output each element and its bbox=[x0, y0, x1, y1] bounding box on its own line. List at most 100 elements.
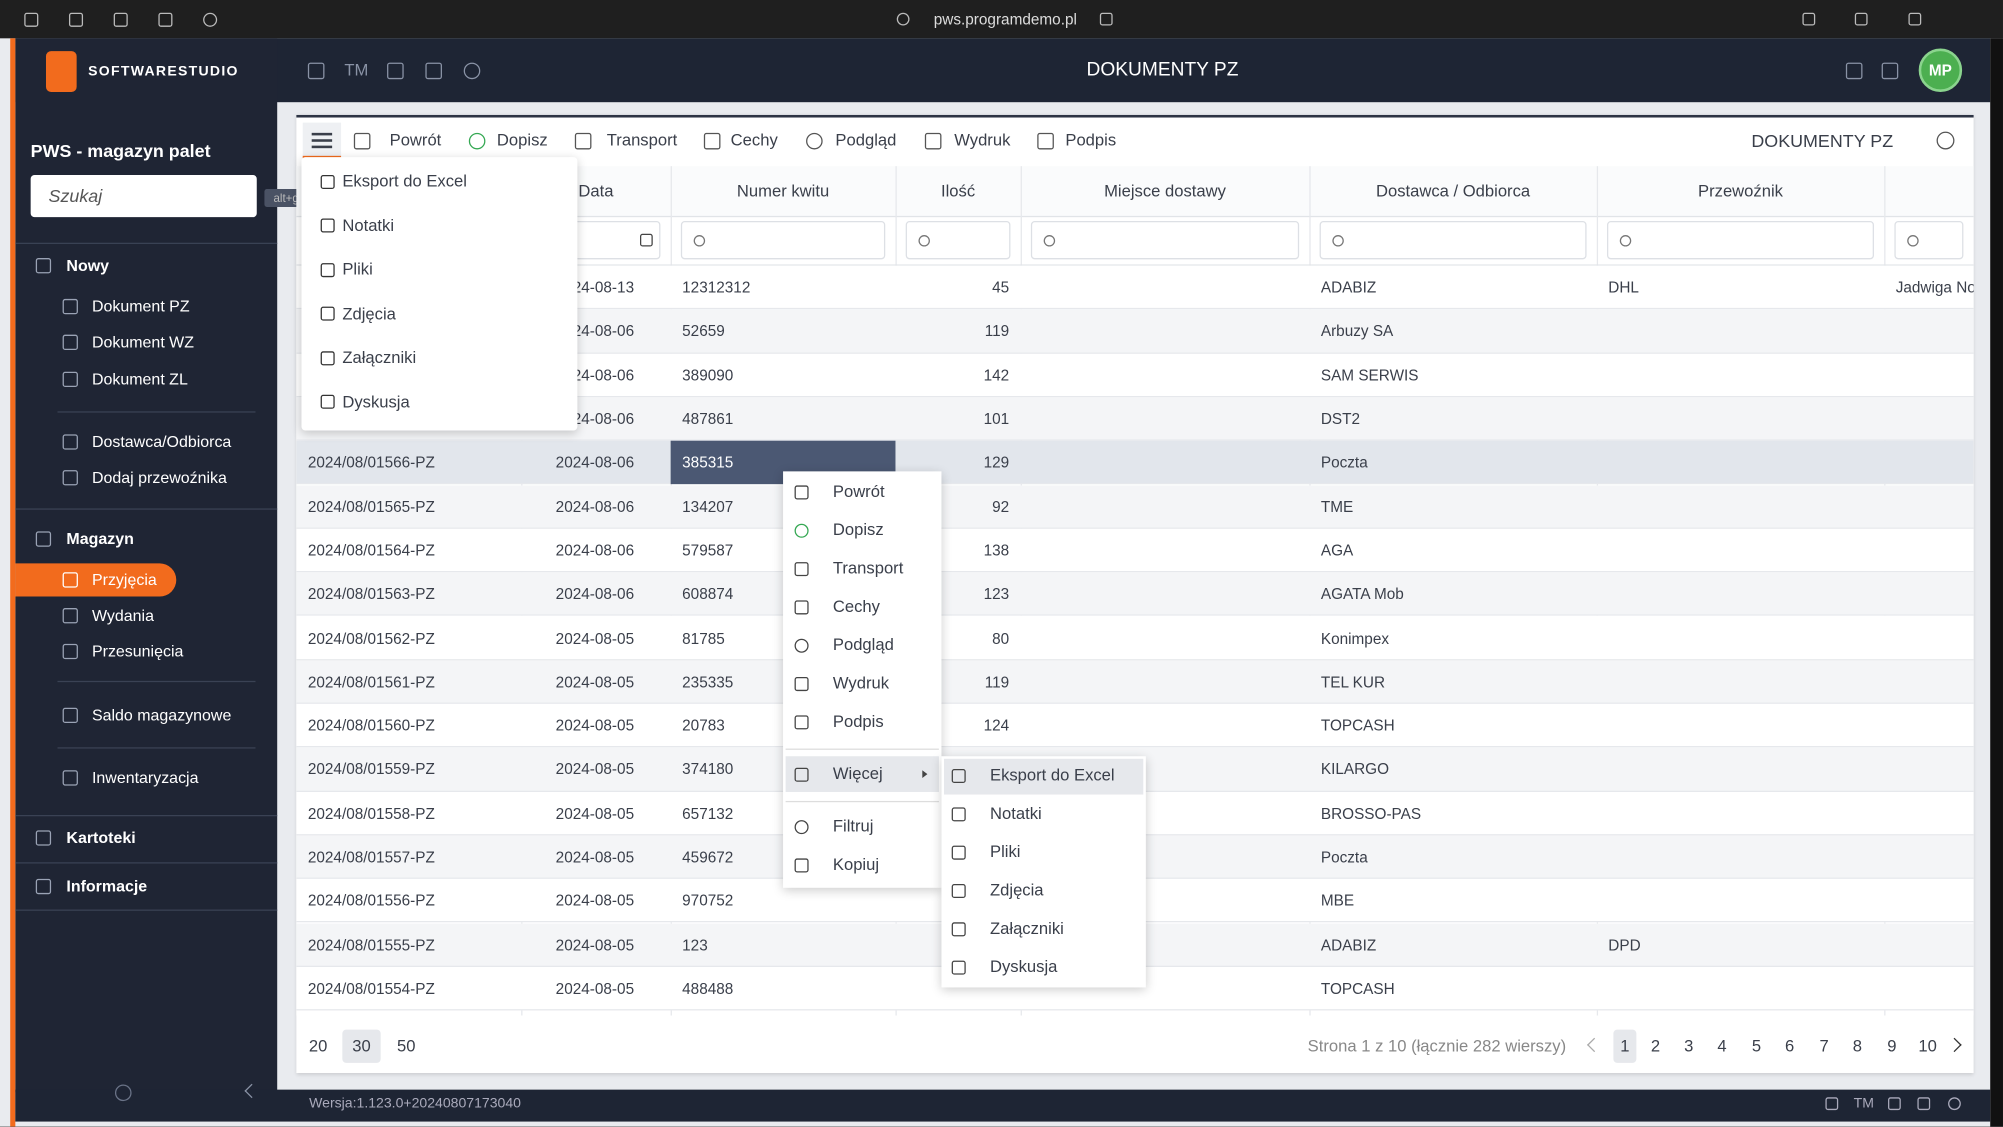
icon bbox=[319, 262, 335, 277]
sidebar-item[interactable]: Dokument WZ bbox=[91, 333, 195, 352]
page-number[interactable]: 5 bbox=[1751, 1035, 1762, 1056]
context-item[interactable]: Więcej bbox=[832, 763, 883, 784]
page-size[interactable]: 20 bbox=[308, 1035, 328, 1056]
sidebar-item[interactable]: Dostawca/Odbiorca bbox=[91, 433, 232, 451]
filter-row bbox=[296, 264, 1974, 266]
submenu-item[interactable]: Dyskusja bbox=[990, 956, 1058, 976]
sidebar-item[interactable]: Kartoteki bbox=[66, 829, 136, 847]
sidebar-item[interactable]: Magazyn bbox=[66, 530, 134, 549]
context-item[interactable]: Kopiuj bbox=[832, 854, 880, 874]
context-item[interactable]: Cechy bbox=[832, 596, 880, 616]
submenu-item[interactable]: Pliki bbox=[990, 841, 1021, 861]
avatar[interactable]: MP bbox=[1918, 48, 1963, 92]
filter-input[interactable] bbox=[1030, 220, 1300, 260]
icon bbox=[951, 921, 966, 936]
page-number[interactable]: 1 bbox=[1620, 1035, 1630, 1056]
separator bbox=[15, 862, 278, 864]
sidebar-item[interactable]: Dokument PZ bbox=[91, 297, 190, 316]
table-cell: 2024/08/01560-PZ bbox=[307, 716, 435, 735]
icon bbox=[468, 132, 485, 149]
header-icon-label[interactable]: TM bbox=[344, 60, 369, 80]
toolbar-button[interactable]: Podpis bbox=[1065, 130, 1117, 150]
submenu-item[interactable]: Eksport do Excel bbox=[990, 765, 1115, 785]
toolbar-button[interactable]: Wydruk bbox=[954, 130, 1011, 150]
current-page bbox=[1613, 1029, 1637, 1063]
table-row[interactable] bbox=[296, 572, 1974, 617]
toolbar-button[interactable]: Podgląd bbox=[835, 130, 897, 150]
table-cell: 2024-08-05 bbox=[555, 979, 635, 998]
sidebar-item[interactable]: Dodaj przewoźnika bbox=[91, 468, 227, 487]
context-item[interactable]: Podgląd bbox=[832, 634, 894, 655]
table-cell: AGATA Mob bbox=[1320, 585, 1404, 604]
page-number[interactable]: 3 bbox=[1684, 1035, 1694, 1056]
table-cell: 608874 bbox=[682, 585, 734, 604]
table-cell: 101 bbox=[983, 410, 1010, 428]
sidebar-item[interactable]: Wydania bbox=[91, 606, 154, 625]
context-item[interactable]: Powrót bbox=[832, 481, 885, 501]
sidebar-item[interactable]: Przyjęcia bbox=[91, 571, 157, 589]
page-size[interactable]: 30 bbox=[352, 1035, 371, 1056]
sidebar-item[interactable]: Przesunięcia bbox=[91, 642, 184, 661]
submenu-item[interactable]: Notatki bbox=[990, 803, 1042, 823]
footer-icon-label[interactable]: TM bbox=[1853, 1096, 1874, 1112]
dropdown-item[interactable]: Notatki bbox=[342, 215, 395, 235]
submenu-item[interactable]: Zdjęcia bbox=[990, 880, 1044, 900]
sidebar-item[interactable]: Saldo magazynowe bbox=[91, 706, 232, 725]
header-bar bbox=[15, 38, 1991, 103]
table-row[interactable] bbox=[296, 616, 1974, 661]
table-row[interactable] bbox=[296, 703, 1974, 748]
dropdown-item[interactable]: Pliki bbox=[342, 259, 373, 279]
dropdown-item[interactable]: Eksport do Excel bbox=[342, 171, 467, 191]
icon bbox=[307, 61, 324, 79]
context-item[interactable]: Dopisz bbox=[832, 519, 884, 540]
sidebar-item[interactable]: Informacje bbox=[66, 877, 148, 896]
table-row[interactable] bbox=[296, 484, 1974, 529]
sidebar-item[interactable]: Nowy bbox=[66, 256, 110, 275]
filter-input[interactable] bbox=[1606, 220, 1874, 260]
table-row[interactable] bbox=[296, 660, 1974, 704]
table-cell: 124 bbox=[983, 716, 1010, 735]
column-header[interactable]: Dostawca / Odbiorca bbox=[1375, 181, 1531, 201]
icon bbox=[62, 770, 78, 786]
dropdown-item[interactable]: Zdjęcia bbox=[342, 303, 396, 323]
page-number[interactable]: 6 bbox=[1785, 1035, 1795, 1056]
context-item[interactable]: Wydruk bbox=[832, 673, 890, 693]
page-number[interactable]: 10 bbox=[1918, 1035, 1937, 1056]
toolbar-button[interactable]: Cechy bbox=[730, 130, 778, 150]
search-box[interactable]: Szukaj bbox=[30, 175, 257, 218]
dropdown-item[interactable]: Dyskusja bbox=[342, 391, 410, 411]
sidebar-item[interactable]: Inwentaryzacja bbox=[91, 769, 199, 787]
page-number[interactable]: 4 bbox=[1717, 1035, 1727, 1056]
column-header[interactable]: Przewoźnik bbox=[1698, 181, 1783, 201]
context-item[interactable]: Transport bbox=[832, 558, 904, 578]
page-number[interactable]: 9 bbox=[1887, 1035, 1897, 1056]
toolbar-button[interactable]: Powrót bbox=[389, 130, 442, 150]
page-size[interactable]: 50 bbox=[396, 1035, 416, 1056]
toolbar-button[interactable]: Dopisz bbox=[496, 130, 548, 150]
icon bbox=[424, 61, 442, 79]
table-row[interactable] bbox=[296, 528, 1974, 573]
table-row[interactable] bbox=[296, 440, 1974, 485]
table-cell: DST2 bbox=[1320, 410, 1361, 428]
icon bbox=[114, 1083, 131, 1101]
column-header[interactable]: Miejsce dostawy bbox=[1104, 181, 1226, 201]
column-header[interactable]: Numer kwitu bbox=[736, 181, 830, 201]
page-number[interactable]: 7 bbox=[1819, 1035, 1829, 1056]
context-item[interactable]: Podpis bbox=[832, 711, 884, 731]
dropdown-item[interactable]: Załączniki bbox=[342, 347, 417, 367]
column-header[interactable]: Data bbox=[578, 181, 614, 201]
filter-input[interactable] bbox=[1319, 220, 1587, 260]
table-cell: 2024-08-06 bbox=[555, 585, 635, 604]
filter-input[interactable] bbox=[1894, 220, 1964, 260]
context-item[interactable]: Filtruj bbox=[832, 816, 874, 836]
sidebar-item[interactable]: Dokument ZL bbox=[91, 370, 188, 389]
filter-input[interactable] bbox=[680, 220, 886, 260]
icon bbox=[1845, 61, 1862, 79]
column-header[interactable]: Ilość bbox=[940, 181, 976, 201]
page-number[interactable]: 8 bbox=[1852, 1035, 1862, 1056]
table-cell: 2024/08/01555-PZ bbox=[307, 935, 435, 954]
page-number[interactable]: 2 bbox=[1650, 1035, 1661, 1056]
icon bbox=[1036, 132, 1054, 149]
toolbar-button[interactable]: Transport bbox=[606, 130, 678, 150]
submenu-item[interactable]: Załączniki bbox=[990, 918, 1064, 938]
